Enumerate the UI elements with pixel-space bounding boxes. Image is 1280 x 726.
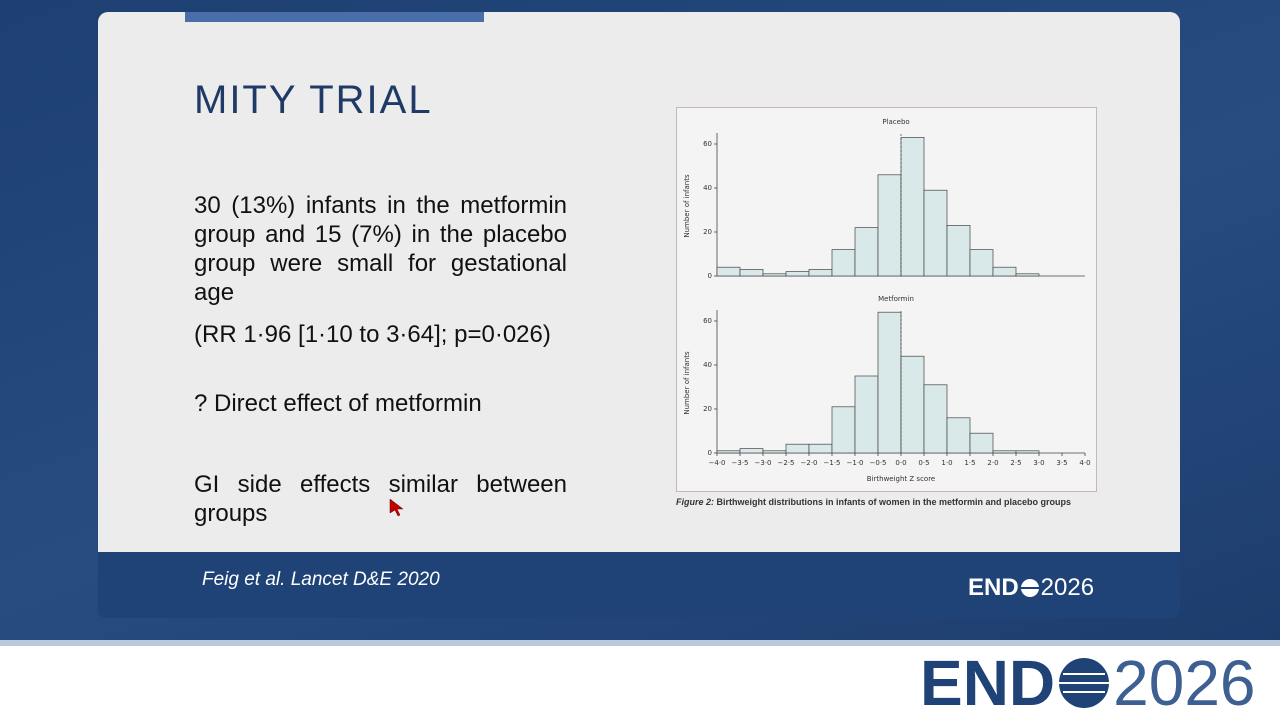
x-tick-label: 1·0 bbox=[941, 459, 952, 467]
y-tick-label: 20 bbox=[703, 405, 712, 413]
bar bbox=[923, 189, 948, 277]
y-axis-label: Number of infants bbox=[683, 351, 691, 415]
bar bbox=[762, 273, 787, 277]
x-tick-label: 4·0 bbox=[1079, 459, 1090, 467]
bar bbox=[969, 249, 994, 277]
y-tick-label: 60 bbox=[703, 317, 712, 325]
bar bbox=[946, 225, 971, 277]
bar bbox=[831, 249, 856, 277]
x-axis-label: Birthweight Z score bbox=[867, 475, 935, 483]
bar bbox=[1015, 273, 1040, 277]
y-tick-label: 60 bbox=[703, 140, 712, 148]
y-tick-label: 20 bbox=[703, 228, 712, 236]
x-tick-label: 2·5 bbox=[1010, 459, 1021, 467]
bar bbox=[762, 450, 787, 454]
bar bbox=[854, 227, 879, 277]
bar bbox=[877, 311, 902, 454]
y-tick-label: 0 bbox=[708, 272, 712, 280]
bar bbox=[877, 174, 902, 277]
logo-small: END 2026 bbox=[968, 574, 1094, 602]
footer-bar bbox=[98, 552, 1180, 618]
y-axis-label: Number of infants bbox=[683, 174, 691, 238]
bar bbox=[992, 266, 1017, 277]
y-tick-label: 0 bbox=[708, 449, 712, 457]
x-tick-label: −2·0 bbox=[801, 459, 818, 467]
citation: Feig et al. Lancet D&E 2020 bbox=[202, 569, 440, 590]
logo-text: 2026 bbox=[1040, 574, 1095, 601]
x-tick-label: −3·0 bbox=[755, 459, 772, 467]
bar bbox=[992, 450, 1017, 454]
paragraph: 30 (13%) infants in the metformin group … bbox=[194, 192, 567, 306]
slide-title: MITY TRIAL bbox=[194, 78, 433, 122]
bar bbox=[808, 269, 833, 277]
x-tick-label: 0·0 bbox=[895, 459, 906, 467]
paragraph: (RR 1·96 [1·10 to 3·64]; p=0·026) bbox=[194, 321, 551, 348]
bar bbox=[923, 384, 948, 454]
y-tick-label: 40 bbox=[703, 361, 712, 369]
bar bbox=[739, 269, 764, 277]
caption-label: Figure 2: bbox=[676, 497, 715, 507]
bar bbox=[785, 271, 810, 277]
bar bbox=[946, 417, 971, 454]
figure-caption: Figure 2: Birthweight distributions in i… bbox=[676, 497, 1071, 507]
chart-title: Metformin bbox=[878, 295, 914, 303]
bar bbox=[1015, 450, 1040, 454]
figure: Placebo Number of infants 0 20 40 60 Metformin… bbox=[676, 107, 1097, 492]
logo-large: END 2026 bbox=[920, 647, 1256, 719]
logo-globe bbox=[1059, 658, 1110, 708]
bar bbox=[785, 443, 810, 454]
x-tick-label: −2·5 bbox=[778, 459, 795, 467]
bar bbox=[716, 266, 741, 277]
logo-text: END bbox=[920, 647, 1056, 719]
bar bbox=[900, 137, 925, 277]
logo-globe bbox=[1020, 579, 1039, 597]
x-tick-label: −1·5 bbox=[824, 459, 841, 467]
x-tick-label: 1·5 bbox=[964, 459, 975, 467]
bar bbox=[969, 432, 994, 454]
x-tick-label: 3·5 bbox=[1056, 459, 1067, 467]
y-tick-label: 40 bbox=[703, 184, 712, 192]
x-tick-label: −0·5 bbox=[870, 459, 887, 467]
accent-bar bbox=[185, 12, 484, 22]
logo-text: END bbox=[968, 574, 1019, 601]
bar bbox=[900, 355, 925, 454]
bar bbox=[716, 450, 741, 454]
caption-text: Birthweight distributions in infants of … bbox=[716, 497, 1072, 507]
chart-title: Placebo bbox=[882, 118, 909, 126]
x-tick-label: 3·0 bbox=[1033, 459, 1044, 467]
x-tick-label: 2·0 bbox=[987, 459, 998, 467]
x-tick-label: −4·0 bbox=[709, 459, 726, 467]
bar bbox=[831, 406, 856, 454]
paragraph: ? Direct effect of metformin bbox=[194, 390, 482, 417]
x-tick-label: −1·0 bbox=[847, 459, 864, 467]
logo-text: 2026 bbox=[1113, 647, 1256, 719]
bar bbox=[854, 375, 879, 454]
bar bbox=[808, 443, 833, 454]
x-tick-label: −3·5 bbox=[732, 459, 749, 467]
x-tick-label: 0·5 bbox=[918, 459, 929, 467]
paragraph: GI side effects similar between groups bbox=[194, 471, 567, 527]
cursor bbox=[389, 498, 404, 517]
bar bbox=[739, 448, 764, 454]
